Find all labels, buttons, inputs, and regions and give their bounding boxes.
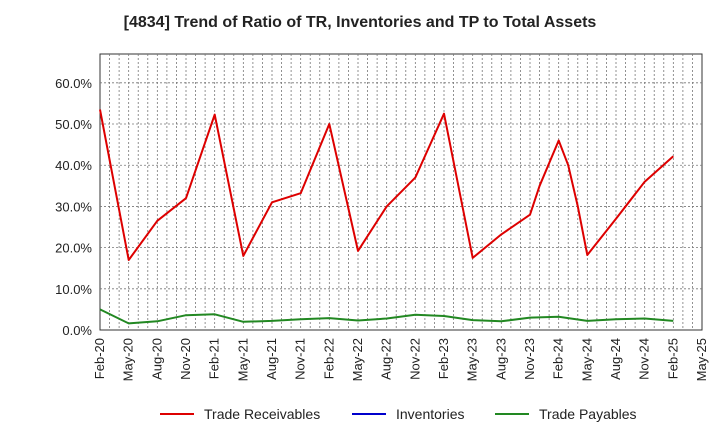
x-tick-label: Nov-22 — [407, 338, 422, 380]
x-tick-label: Feb-25 — [665, 338, 680, 379]
legend: Trade Receivables Inventories Trade Payabl… — [160, 406, 637, 422]
x-tick-label: May-21 — [235, 338, 250, 381]
x-tick-label: May-20 — [121, 338, 136, 381]
x-tick-label: May-23 — [465, 338, 480, 381]
series-line — [99, 308, 674, 325]
x-tick-label: May-24 — [579, 338, 594, 381]
y-tick-label: 50.0% — [55, 117, 92, 132]
legend-label: Inventories — [396, 406, 464, 422]
y-tick-label: 0.0% — [62, 323, 92, 338]
y-tick-label: 30.0% — [55, 199, 92, 214]
x-tick-label: Feb-20 — [92, 338, 107, 379]
chart-title: [4834] Trend of Ratio of TR, Inventories… — [123, 14, 597, 31]
x-tick-label: Feb-24 — [551, 338, 566, 379]
plot-frame — [99, 53, 703, 331]
x-axis: Feb-20 May-20 Aug-20 Nov-20 Feb-21 May-21 Aug-… — [92, 338, 709, 381]
legend-label: Trade Receivables — [204, 406, 320, 422]
x-tick-label: Feb-21 — [207, 338, 222, 379]
y-tick-label: 20.0% — [55, 241, 92, 256]
x-tick-label: Nov-21 — [293, 338, 308, 380]
y-axis: 0.0% 10.0% 20.0% 30.0% 40.0% 50.0% 60.0% — [55, 76, 92, 338]
y-tick-label: 60.0% — [55, 76, 92, 91]
x-tick-label: Aug-22 — [379, 338, 394, 380]
x-tick-label: Nov-24 — [637, 338, 652, 380]
x-tick-label: Aug-23 — [493, 338, 508, 380]
x-tick-label: Feb-23 — [436, 338, 451, 379]
x-tick-label: Nov-23 — [522, 338, 537, 380]
y-tick-label: 10.0% — [55, 282, 92, 297]
grid — [99, 53, 703, 331]
x-tick-label: May-25 — [694, 338, 709, 381]
x-tick-label: Feb-22 — [321, 338, 336, 379]
x-tick-label: Aug-24 — [608, 338, 623, 380]
x-tick-label: May-22 — [350, 338, 365, 381]
y-tick-label: 40.0% — [55, 158, 92, 173]
x-tick-label: Aug-21 — [264, 338, 279, 380]
legend-label: Trade Payables — [539, 406, 637, 422]
plot-lines — [99, 109, 674, 325]
x-tick-label: Nov-20 — [178, 338, 193, 380]
series-line — [99, 109, 674, 261]
x-tick-label: Aug-20 — [149, 338, 164, 380]
